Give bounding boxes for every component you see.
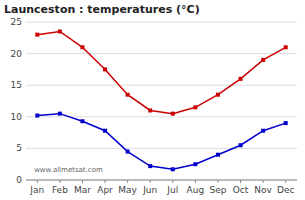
x-tick-label: Jun [142, 185, 157, 195]
marker [148, 164, 152, 168]
grid-line [26, 22, 297, 23]
y-tick-label: 10 [11, 112, 23, 122]
series-line [37, 31, 285, 113]
x-tick-label: Sep [209, 185, 226, 195]
chart: Launceston : temperatures (°C) 0 5 10 15 20 25… [0, 0, 305, 200]
x-tick-label: Feb [52, 185, 68, 195]
marker [103, 129, 107, 133]
marker [103, 67, 107, 71]
marker [261, 58, 265, 62]
marker [216, 153, 220, 157]
marker [171, 112, 175, 116]
x-tick-label: Jul [166, 185, 178, 195]
x-tick [37, 180, 38, 183]
title: Launceston : temperatures (°C) [4, 3, 200, 16]
x-tick-label: Mar [74, 185, 91, 195]
y-tick-label: 0 [16, 175, 22, 185]
x-tick [217, 180, 218, 183]
marker [239, 143, 243, 147]
x-tick-label: Dec [277, 185, 294, 195]
marker [35, 33, 39, 37]
y-tick-label: 25 [11, 17, 22, 27]
x-tick [150, 180, 151, 183]
y-tick-label: 5 [16, 143, 22, 153]
x-axis-line [26, 180, 297, 181]
x-tick [263, 180, 264, 183]
grid-line [26, 148, 297, 149]
watermark: www.allmetsat.com [34, 166, 103, 174]
marker [35, 114, 39, 118]
x-tick-label: Apr [97, 185, 113, 195]
y-tick-label: 20 [11, 49, 23, 59]
x-tick-label: Jan [29, 185, 44, 195]
marker [148, 108, 152, 112]
x-tick-label: May [118, 185, 137, 195]
marker [80, 119, 84, 123]
marker [126, 150, 130, 154]
marker [284, 45, 288, 49]
marker [216, 93, 220, 97]
x-tick [82, 180, 83, 183]
grid-line [26, 85, 297, 86]
marker [239, 77, 243, 81]
grid-line [26, 180, 297, 181]
x-tick [105, 180, 106, 183]
marker [284, 121, 288, 125]
plot-area [35, 29, 287, 171]
x-tick [240, 180, 241, 183]
marker [58, 29, 62, 33]
y-grid [26, 22, 297, 180]
x-tick-label: Oct [233, 185, 249, 195]
x-tick-label: Aug [187, 185, 205, 195]
marker [171, 167, 175, 171]
x-tick [285, 180, 286, 183]
x-tick [59, 180, 60, 183]
marker [80, 45, 84, 49]
x-tick [195, 180, 196, 183]
x-tick [127, 180, 128, 183]
marker [193, 162, 197, 166]
marker [261, 129, 265, 133]
marker [193, 105, 197, 109]
grid-line [26, 53, 297, 54]
marker [126, 93, 130, 97]
marker [58, 112, 62, 116]
x-tick-label: Nov [254, 185, 272, 195]
x-tick [172, 180, 173, 183]
y-tick-label: 15 [11, 80, 22, 90]
series-line [37, 114, 285, 170]
